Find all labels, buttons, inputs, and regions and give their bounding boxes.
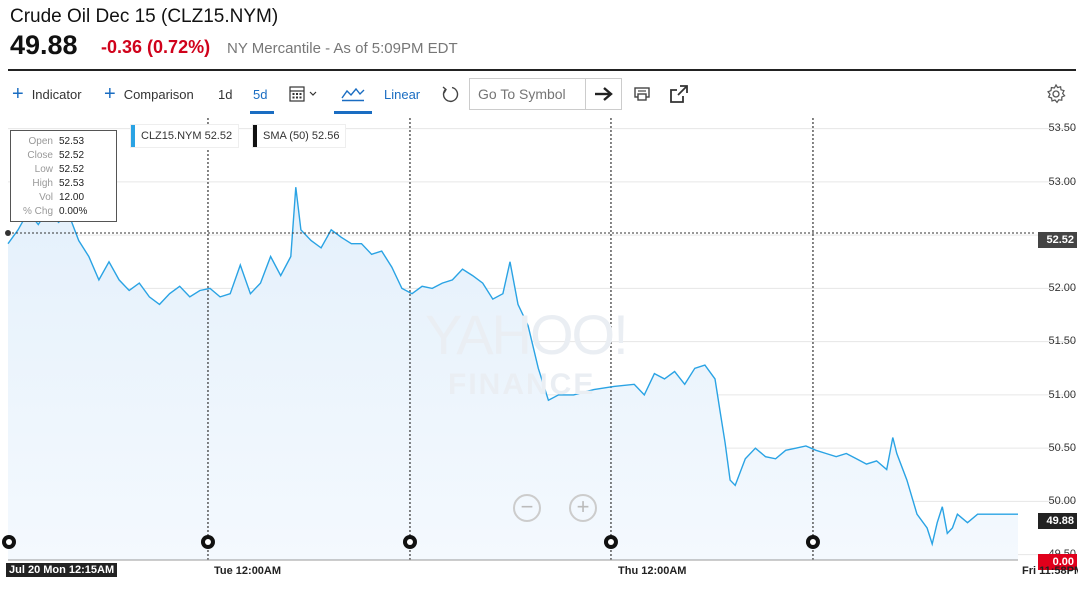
chart-type-underline xyxy=(334,111,372,114)
change-tag: 0.00 xyxy=(1038,554,1077,570)
range-1d-button[interactable]: 1d xyxy=(218,77,232,111)
event-marker-center xyxy=(204,539,211,545)
tooltip-high-value: 52.53 xyxy=(59,178,85,189)
event-marker-center xyxy=(607,539,614,545)
y-tick-label: 50.00 xyxy=(1048,495,1076,507)
share-icon xyxy=(670,85,688,103)
range-1d-label: 1d xyxy=(218,86,233,102)
ohlc-tooltip: Open 52.53 Close 52.52 Low 52.52 High 52.53 … xyxy=(10,130,117,222)
exchange-info: NY Mercantile - As of 5:09PM EDT xyxy=(227,40,458,57)
gear-icon xyxy=(1047,83,1066,104)
comparison-label: Comparison xyxy=(123,86,194,102)
watermark-finance: FINANCE xyxy=(448,368,596,401)
event-marker-center xyxy=(406,539,413,545)
tooltip-high-key: High xyxy=(32,178,53,189)
tooltip-low-key: Low xyxy=(34,164,53,175)
legend-series-label: CLZ15.NYM 52.52 xyxy=(141,130,233,142)
mountain-chart-icon xyxy=(341,87,365,102)
go-to-symbol-input[interactable] xyxy=(469,78,586,110)
calendar-icon xyxy=(289,86,317,102)
x-end-label: Fri 11:58PM xyxy=(1022,565,1078,577)
print-icon xyxy=(634,87,650,101)
calendar-button[interactable] xyxy=(289,77,319,111)
page-title: Crude Oil Dec 15 (CLZ15.NYM) xyxy=(10,6,279,27)
plus-icon: + xyxy=(104,83,116,105)
tooltip-open-value: 52.53 xyxy=(59,136,85,147)
minus-icon: − xyxy=(520,494,534,519)
y-tick-label: 50.50 xyxy=(1048,442,1076,454)
range-5d-underline xyxy=(250,111,274,114)
scale-label: Linear xyxy=(384,86,421,102)
arrow-right-icon xyxy=(594,87,613,101)
crosshair-price-tag: 52.52 xyxy=(1038,232,1077,248)
y-tick-label: 53.00 xyxy=(1048,176,1076,188)
print-button[interactable] xyxy=(632,77,652,111)
comparison-button[interactable]: + Comparison xyxy=(104,77,194,111)
event-marker-center xyxy=(809,539,816,545)
settings-button[interactable] xyxy=(1045,77,1067,111)
tooltip-vol-value: 12.00 xyxy=(59,192,85,203)
plus-icon: + xyxy=(576,494,590,519)
tooltip-close-value: 52.52 xyxy=(59,150,85,161)
undo-icon xyxy=(442,86,459,103)
indicator-label: Indicator xyxy=(31,86,82,102)
event-marker-center xyxy=(6,539,12,545)
plus-icon: + xyxy=(12,83,24,105)
scale-button[interactable]: Linear xyxy=(384,77,420,111)
tooltip-vol-key: Vol xyxy=(39,192,53,203)
legend-series[interactable]: CLZ15.NYM 52.52 xyxy=(130,124,240,148)
zoom-out-button[interactable]: − xyxy=(513,494,541,522)
last-price-tag: 49.88 xyxy=(1038,513,1077,529)
price-change: -0.36 (0.72%) xyxy=(101,37,210,58)
current-price: 49.88 xyxy=(10,30,78,60)
x-tick-label: Thu 12:00AM xyxy=(618,565,687,577)
range-5d-button[interactable]: 5d xyxy=(253,77,267,111)
range-5d-label: 5d xyxy=(253,86,268,102)
legend-sma-swatch xyxy=(253,125,257,147)
zoom-in-button[interactable]: + xyxy=(569,494,597,522)
series-line xyxy=(7,187,1018,547)
share-button[interactable] xyxy=(668,77,690,111)
x-tick-label: Tue 12:00AM xyxy=(214,565,282,577)
header-divider xyxy=(8,69,1076,71)
series-area xyxy=(8,187,1018,560)
y-tick-label: 53.50 xyxy=(1048,122,1076,134)
go-button[interactable] xyxy=(585,78,622,110)
tooltip-low-value: 52.52 xyxy=(59,164,85,175)
tooltip-open-key: Open xyxy=(28,136,53,147)
indicator-button[interactable]: + Indicator xyxy=(12,77,82,111)
tooltip-pctchg-key: % Chg xyxy=(22,206,53,217)
crosshair-dot xyxy=(5,230,11,237)
legend-series-swatch xyxy=(131,125,135,147)
y-tick-label: 51.00 xyxy=(1048,389,1076,401)
legend-sma[interactable]: SMA (50) 52.56 xyxy=(252,124,347,148)
y-tick-label: 52.00 xyxy=(1048,282,1076,294)
x-start-label: Jul 20 Mon 12:15AM xyxy=(6,563,118,577)
y-tick-label: 51.50 xyxy=(1048,335,1076,347)
change-percent: (0.72%) xyxy=(147,37,211,57)
watermark-yahoo: YAHOO! xyxy=(425,303,629,366)
chart-type-button[interactable] xyxy=(340,77,366,111)
tooltip-pctchg-value: 0.00% xyxy=(59,206,88,217)
legend-sma-label: SMA (50) 52.56 xyxy=(263,130,340,142)
undo-button[interactable] xyxy=(440,77,460,111)
change-value: -0.36 xyxy=(101,37,143,57)
tooltip-close-key: Close xyxy=(27,150,53,161)
